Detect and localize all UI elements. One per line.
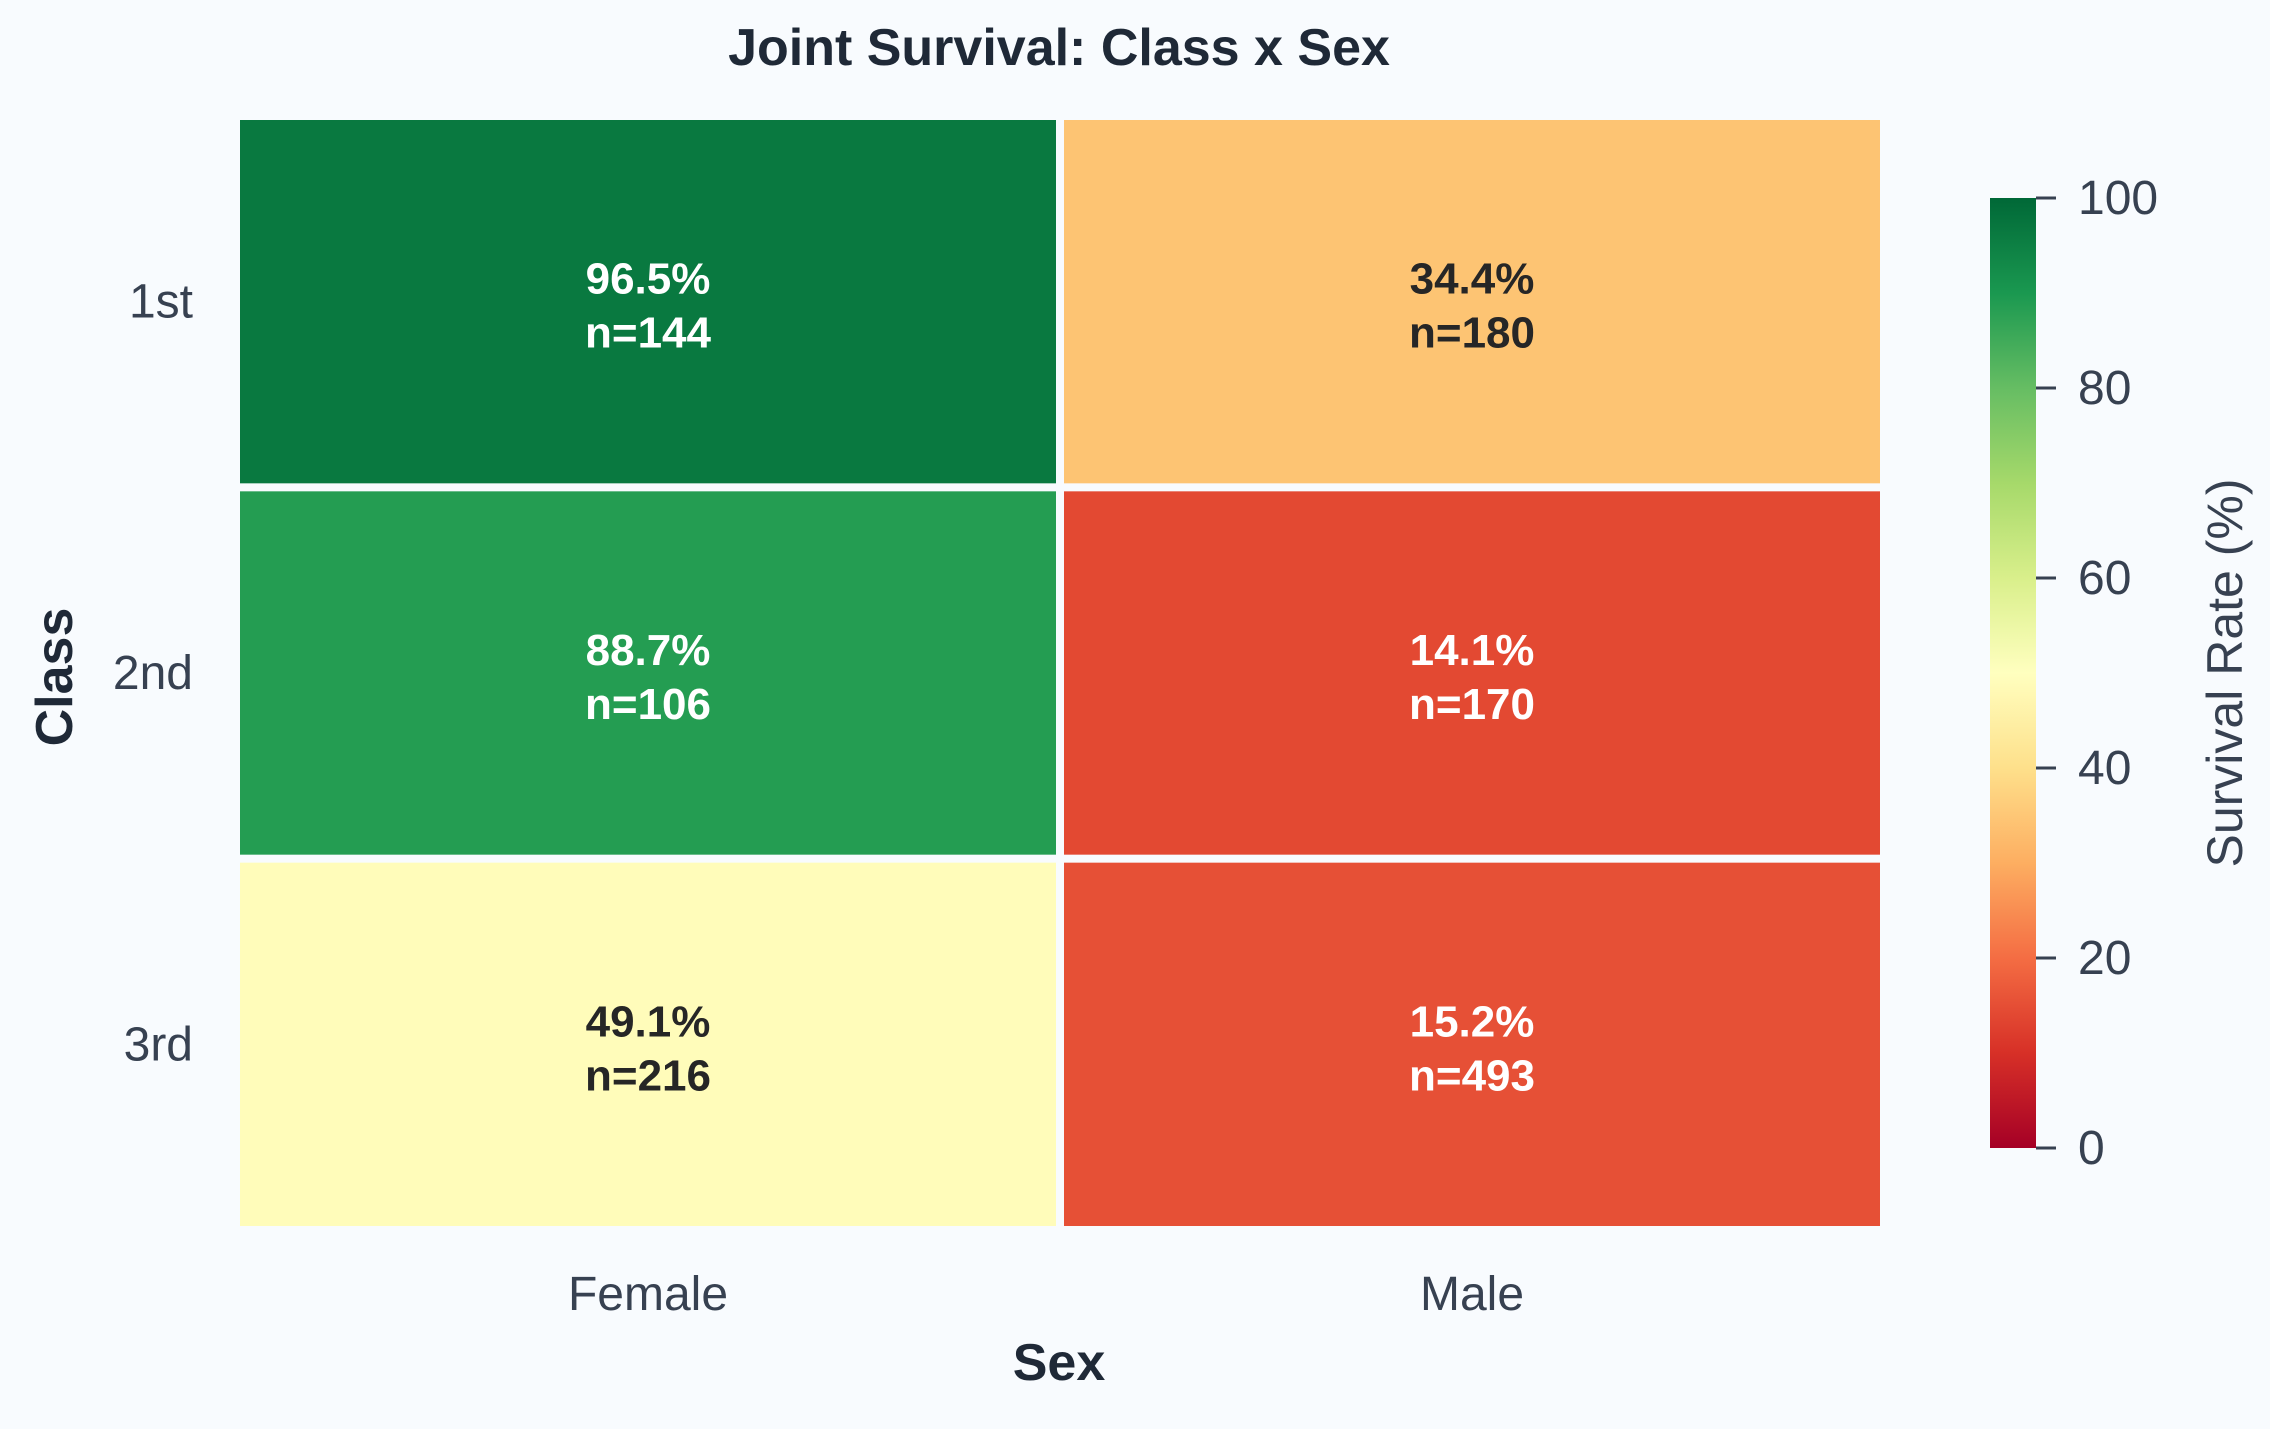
colorbar-tick-label: 20 xyxy=(2078,932,2131,985)
x-tick-label: Male xyxy=(1420,1268,1524,1321)
colorbar-tick-label: 0 xyxy=(2078,1122,2105,1175)
cell-value-label: 15.2% xyxy=(1410,997,1535,1046)
heatmap-cell xyxy=(240,120,1056,484)
y-tick-label: 2nd xyxy=(113,647,193,700)
cell-count-label: n=106 xyxy=(585,680,711,729)
cell-value-label: 88.7% xyxy=(586,626,711,675)
colorbar-tick-label: 80 xyxy=(2078,362,2131,415)
cell-count-label: n=216 xyxy=(585,1051,711,1100)
y-tick-labels: 1st 2nd 3rd xyxy=(113,276,193,1072)
heatmap-cell xyxy=(240,491,1056,855)
colorbar-ticks: 0 20 40 60 80 100 xyxy=(2036,172,2158,1175)
colorbar-tick-label: 100 xyxy=(2078,172,2158,225)
cell-value-label: 96.5% xyxy=(586,255,711,304)
heatmap-cell xyxy=(1064,120,1880,484)
cell-count-label: n=493 xyxy=(1409,1051,1535,1100)
colorbar xyxy=(1990,198,2036,1148)
colorbar-label: Survival Rate (%) xyxy=(2197,479,2253,868)
heatmap-cell xyxy=(1064,862,1880,1226)
chart-title: Joint Survival: Class x Sex xyxy=(728,19,1390,77)
cell-value-label: 34.4% xyxy=(1410,255,1535,304)
y-axis-label: Class xyxy=(26,608,84,747)
y-tick-label: 1st xyxy=(129,276,193,329)
y-tick-label: 3rd xyxy=(124,1018,193,1071)
x-tick-labels: Female Male xyxy=(568,1268,1524,1321)
x-tick-label: Female xyxy=(568,1268,728,1321)
cell-value-label: 49.1% xyxy=(586,997,711,1046)
cell-value-label: 14.1% xyxy=(1410,626,1535,675)
x-axis-label: Sex xyxy=(1013,1334,1106,1392)
cell-count-label: n=170 xyxy=(1409,680,1535,729)
colorbar-tick-label: 40 xyxy=(2078,742,2131,795)
heatmap-cell xyxy=(240,862,1056,1226)
cell-count-label: n=144 xyxy=(585,309,712,358)
colorbar-tick-label: 60 xyxy=(2078,552,2131,605)
heatmap-cell-labels: 96.5% n=144 34.4% n=180 88.7% n=106 14.1% n=170… xyxy=(585,255,1535,1101)
heatmap-cell xyxy=(1064,491,1880,855)
heatmap-cells xyxy=(240,120,1880,1226)
cell-count-label: n=180 xyxy=(1409,309,1535,358)
